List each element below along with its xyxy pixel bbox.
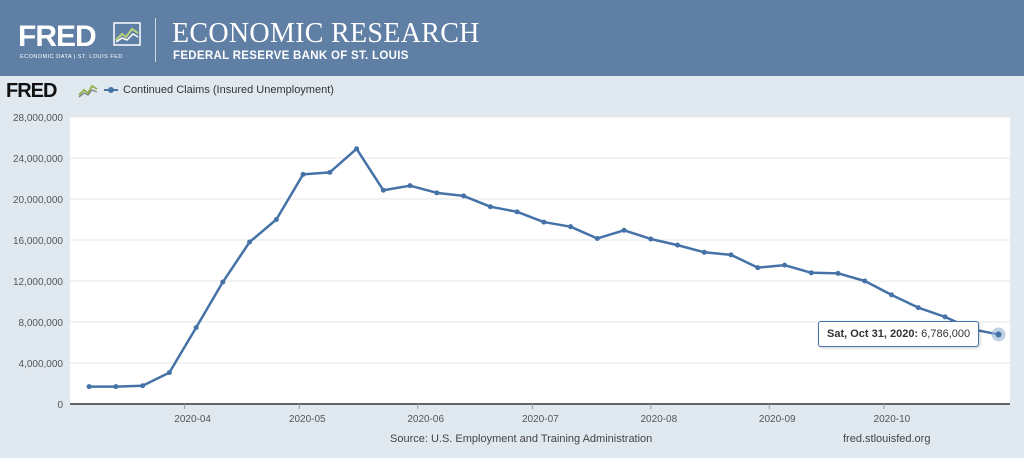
header-title[interactable]: ECONOMIC RESEARCH [172, 18, 480, 49]
data-point [113, 384, 119, 390]
y-tick-label: 28,000,000 [13, 113, 63, 124]
line-chart[interactable]: 0 4,000,000 8,000,000 12,000,000 16,000,000 2… [0, 100, 1024, 440]
data-point [434, 190, 440, 196]
hover-point [995, 331, 1002, 338]
y-tick-label: 20,000,000 [13, 195, 63, 206]
chart-tooltip: Sat, Oct 31, 2020: 6,786,000 [818, 321, 980, 347]
header-subtitle: FEDERAL RESERVE BANK OF ST. LOUIS [173, 50, 409, 62]
data-point [461, 193, 467, 199]
x-tick-label: 2020-08 [640, 414, 677, 425]
data-point [193, 325, 199, 331]
data-point [621, 227, 627, 233]
legend-label: Continued Claims (Insured Unemployment) [123, 84, 334, 96]
data-point [942, 314, 948, 320]
y-tick-label: 16,000,000 [13, 236, 63, 247]
chart-legend[interactable]: Continued Claims (Insured Unemployment) [104, 84, 334, 96]
x-tick-label: 2020-05 [289, 414, 326, 425]
data-point [675, 242, 681, 248]
data-point [354, 146, 360, 152]
data-point [755, 265, 761, 271]
plot-area [70, 117, 1010, 404]
data-point [862, 278, 868, 284]
data-point [648, 236, 654, 242]
data-point [407, 183, 413, 189]
data-point [889, 292, 895, 298]
data-point [728, 252, 734, 258]
data-point [808, 270, 814, 276]
data-point [300, 171, 306, 177]
fred-logo[interactable]: FRED [18, 20, 97, 53]
tooltip-date: Sat, Oct 31, 2020: [827, 328, 919, 340]
header-divider [155, 18, 156, 62]
data-point [327, 169, 333, 175]
site-header: FRED ECONOMIC DATA | ST. LOUIS FED ECONO… [0, 0, 1024, 76]
data-point [568, 224, 574, 230]
data-point [835, 270, 841, 276]
y-tick-label: 4,000,000 [19, 359, 64, 370]
data-point [541, 219, 547, 225]
x-tick-label: 2020-09 [759, 414, 796, 425]
fred-logo-chart-icon [113, 22, 141, 46]
data-point [514, 209, 520, 215]
fred-logo-subtitle: ECONOMIC DATA | ST. LOUIS FED [20, 54, 123, 60]
data-point [86, 384, 92, 390]
data-point [380, 187, 386, 193]
data-point [247, 239, 253, 245]
data-point [701, 249, 707, 255]
y-tick-label: 8,000,000 [19, 318, 64, 329]
source-note: Source: U.S. Employment and Training Adm… [390, 433, 653, 445]
data-point [487, 204, 493, 210]
data-point [782, 262, 788, 268]
data-point [166, 370, 172, 376]
y-tick-label: 24,000,000 [13, 154, 63, 165]
legend-swatch [104, 87, 118, 93]
data-point [140, 383, 146, 389]
chart-fred-logo: FRED [6, 80, 57, 102]
chart-logo-icon [78, 84, 98, 98]
x-tick-label: 2020-06 [407, 414, 444, 425]
data-point [915, 305, 921, 311]
y-tick-label: 12,000,000 [13, 277, 63, 288]
fred-link[interactable]: fred.stlouisfed.org [843, 433, 931, 445]
data-point [220, 279, 226, 285]
tooltip-value: 6,786,000 [921, 328, 971, 340]
data-point [594, 235, 600, 241]
x-tick-label: 2020-07 [522, 414, 559, 425]
x-tick-label: 2020-04 [174, 414, 211, 425]
data-point [273, 217, 279, 222]
y-tick-label: 0 [57, 400, 63, 411]
x-tick-label: 2020-10 [874, 414, 911, 425]
